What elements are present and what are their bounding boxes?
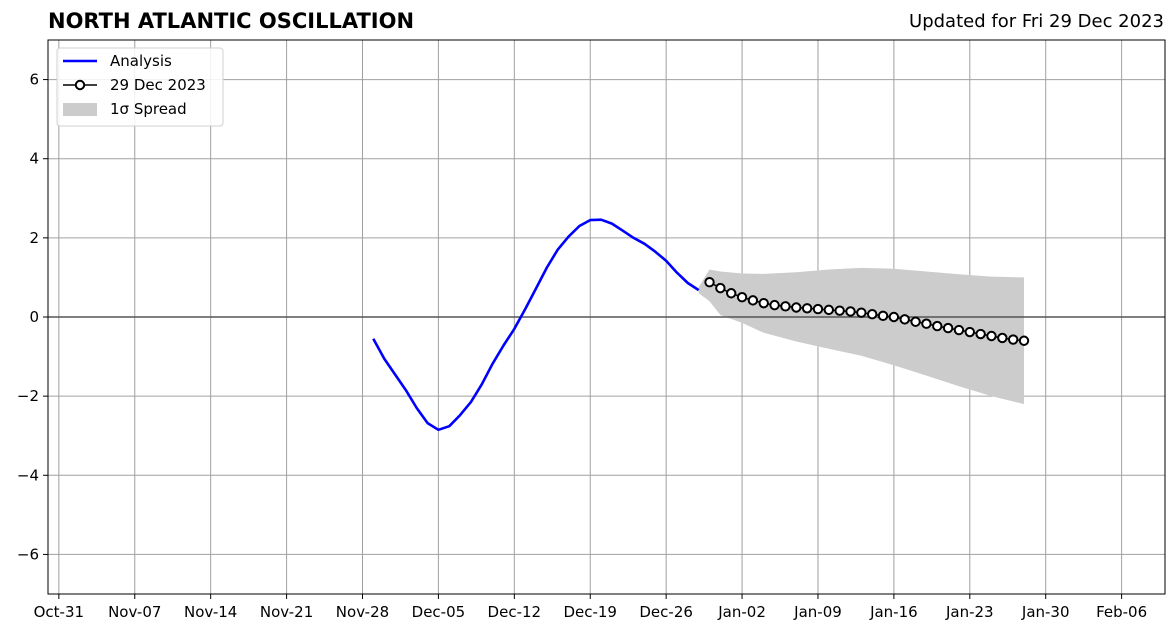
forecast-point — [866, 309, 878, 320]
forecast-point — [964, 326, 975, 338]
forecast-point — [726, 288, 737, 299]
x-tick-label: Oct-31 — [34, 603, 84, 621]
spread-band-layer — [698, 267, 1024, 405]
forecast-point — [780, 301, 791, 312]
x-tick-label: Dec-05 — [412, 603, 466, 621]
forecast-point — [899, 314, 910, 325]
analysis-line — [372, 218, 700, 432]
forecast-point — [975, 328, 986, 340]
forecast-point — [986, 330, 997, 342]
forecast-point — [769, 299, 780, 311]
forecast-point — [747, 295, 759, 306]
forecast-point — [910, 316, 921, 327]
x-tick-label: Jan-16 — [869, 603, 918, 621]
x-tick-label: Dec-19 — [563, 603, 617, 621]
plot-frame — [47, 39, 1166, 595]
y-tick-label: −6 — [17, 545, 39, 563]
forecast-point — [801, 303, 813, 314]
legend-swatch-forecast-marker — [74, 79, 86, 91]
forecast-point — [823, 304, 835, 316]
forecast-point — [921, 318, 932, 329]
forecast-point — [834, 305, 845, 316]
forecast-point — [856, 307, 867, 318]
legend-box — [56, 47, 224, 127]
forecast-point — [758, 297, 769, 309]
y-tick-label: 0 — [29, 308, 39, 326]
forecast-point — [715, 282, 726, 294]
series-layer — [372, 218, 1030, 432]
forecast-point — [953, 324, 965, 336]
x-tick-label: Jan-23 — [945, 603, 994, 621]
forecast-point — [942, 322, 954, 334]
updated-date: Updated for Fri 29 Dec 2023 — [909, 11, 1164, 32]
x-tick-label: Jan-09 — [793, 603, 842, 621]
forecast-point — [932, 320, 943, 332]
forecast-point — [845, 306, 856, 317]
forecast-point — [888, 311, 900, 323]
forecast-point — [997, 332, 1008, 344]
y-tick-label: −2 — [17, 387, 39, 405]
x-tick-label: Nov-28 — [336, 603, 389, 621]
forecast-point — [736, 292, 748, 303]
legend: Analysis 29 Dec 2023 1σ Spread — [56, 47, 224, 127]
x-tick-label: Nov-07 — [108, 603, 161, 621]
legend-label: 29 Dec 2023 — [110, 76, 206, 94]
y-tick-label: 4 — [29, 150, 39, 168]
y-tick-label: 2 — [29, 229, 39, 247]
y-tick-label: 6 — [29, 71, 39, 89]
chart-title: NORTH ATLANTIC OSCILLATION — [48, 9, 415, 33]
legend-label: 1σ Spread — [110, 100, 187, 118]
x-tick-label: Jan-30 — [1021, 603, 1070, 621]
x-tick-label: Dec-12 — [488, 603, 542, 621]
axes: Oct-31 Nov-07 Nov-14 Nov-21 Nov-28 Dec-05 Dec-… — [17, 39, 1166, 621]
x-tick-label: Dec-26 — [639, 603, 693, 621]
forecast-point — [704, 276, 715, 288]
forecast-point — [812, 303, 824, 315]
x-tick-label: Feb-06 — [1096, 603, 1147, 621]
legend-label: Analysis — [110, 52, 172, 70]
x-tick-label: Jan-02 — [717, 603, 766, 621]
y-tick-label: −4 — [17, 466, 39, 484]
legend-swatch-spread — [63, 103, 97, 116]
spread-band — [698, 267, 1024, 405]
forecast-point — [791, 302, 802, 313]
x-tick-label: Nov-21 — [260, 603, 313, 621]
forecast-point — [877, 310, 889, 322]
forecast-point — [1007, 334, 1019, 345]
forecast-point — [1018, 335, 1030, 346]
x-tick-label: Nov-14 — [184, 603, 237, 621]
